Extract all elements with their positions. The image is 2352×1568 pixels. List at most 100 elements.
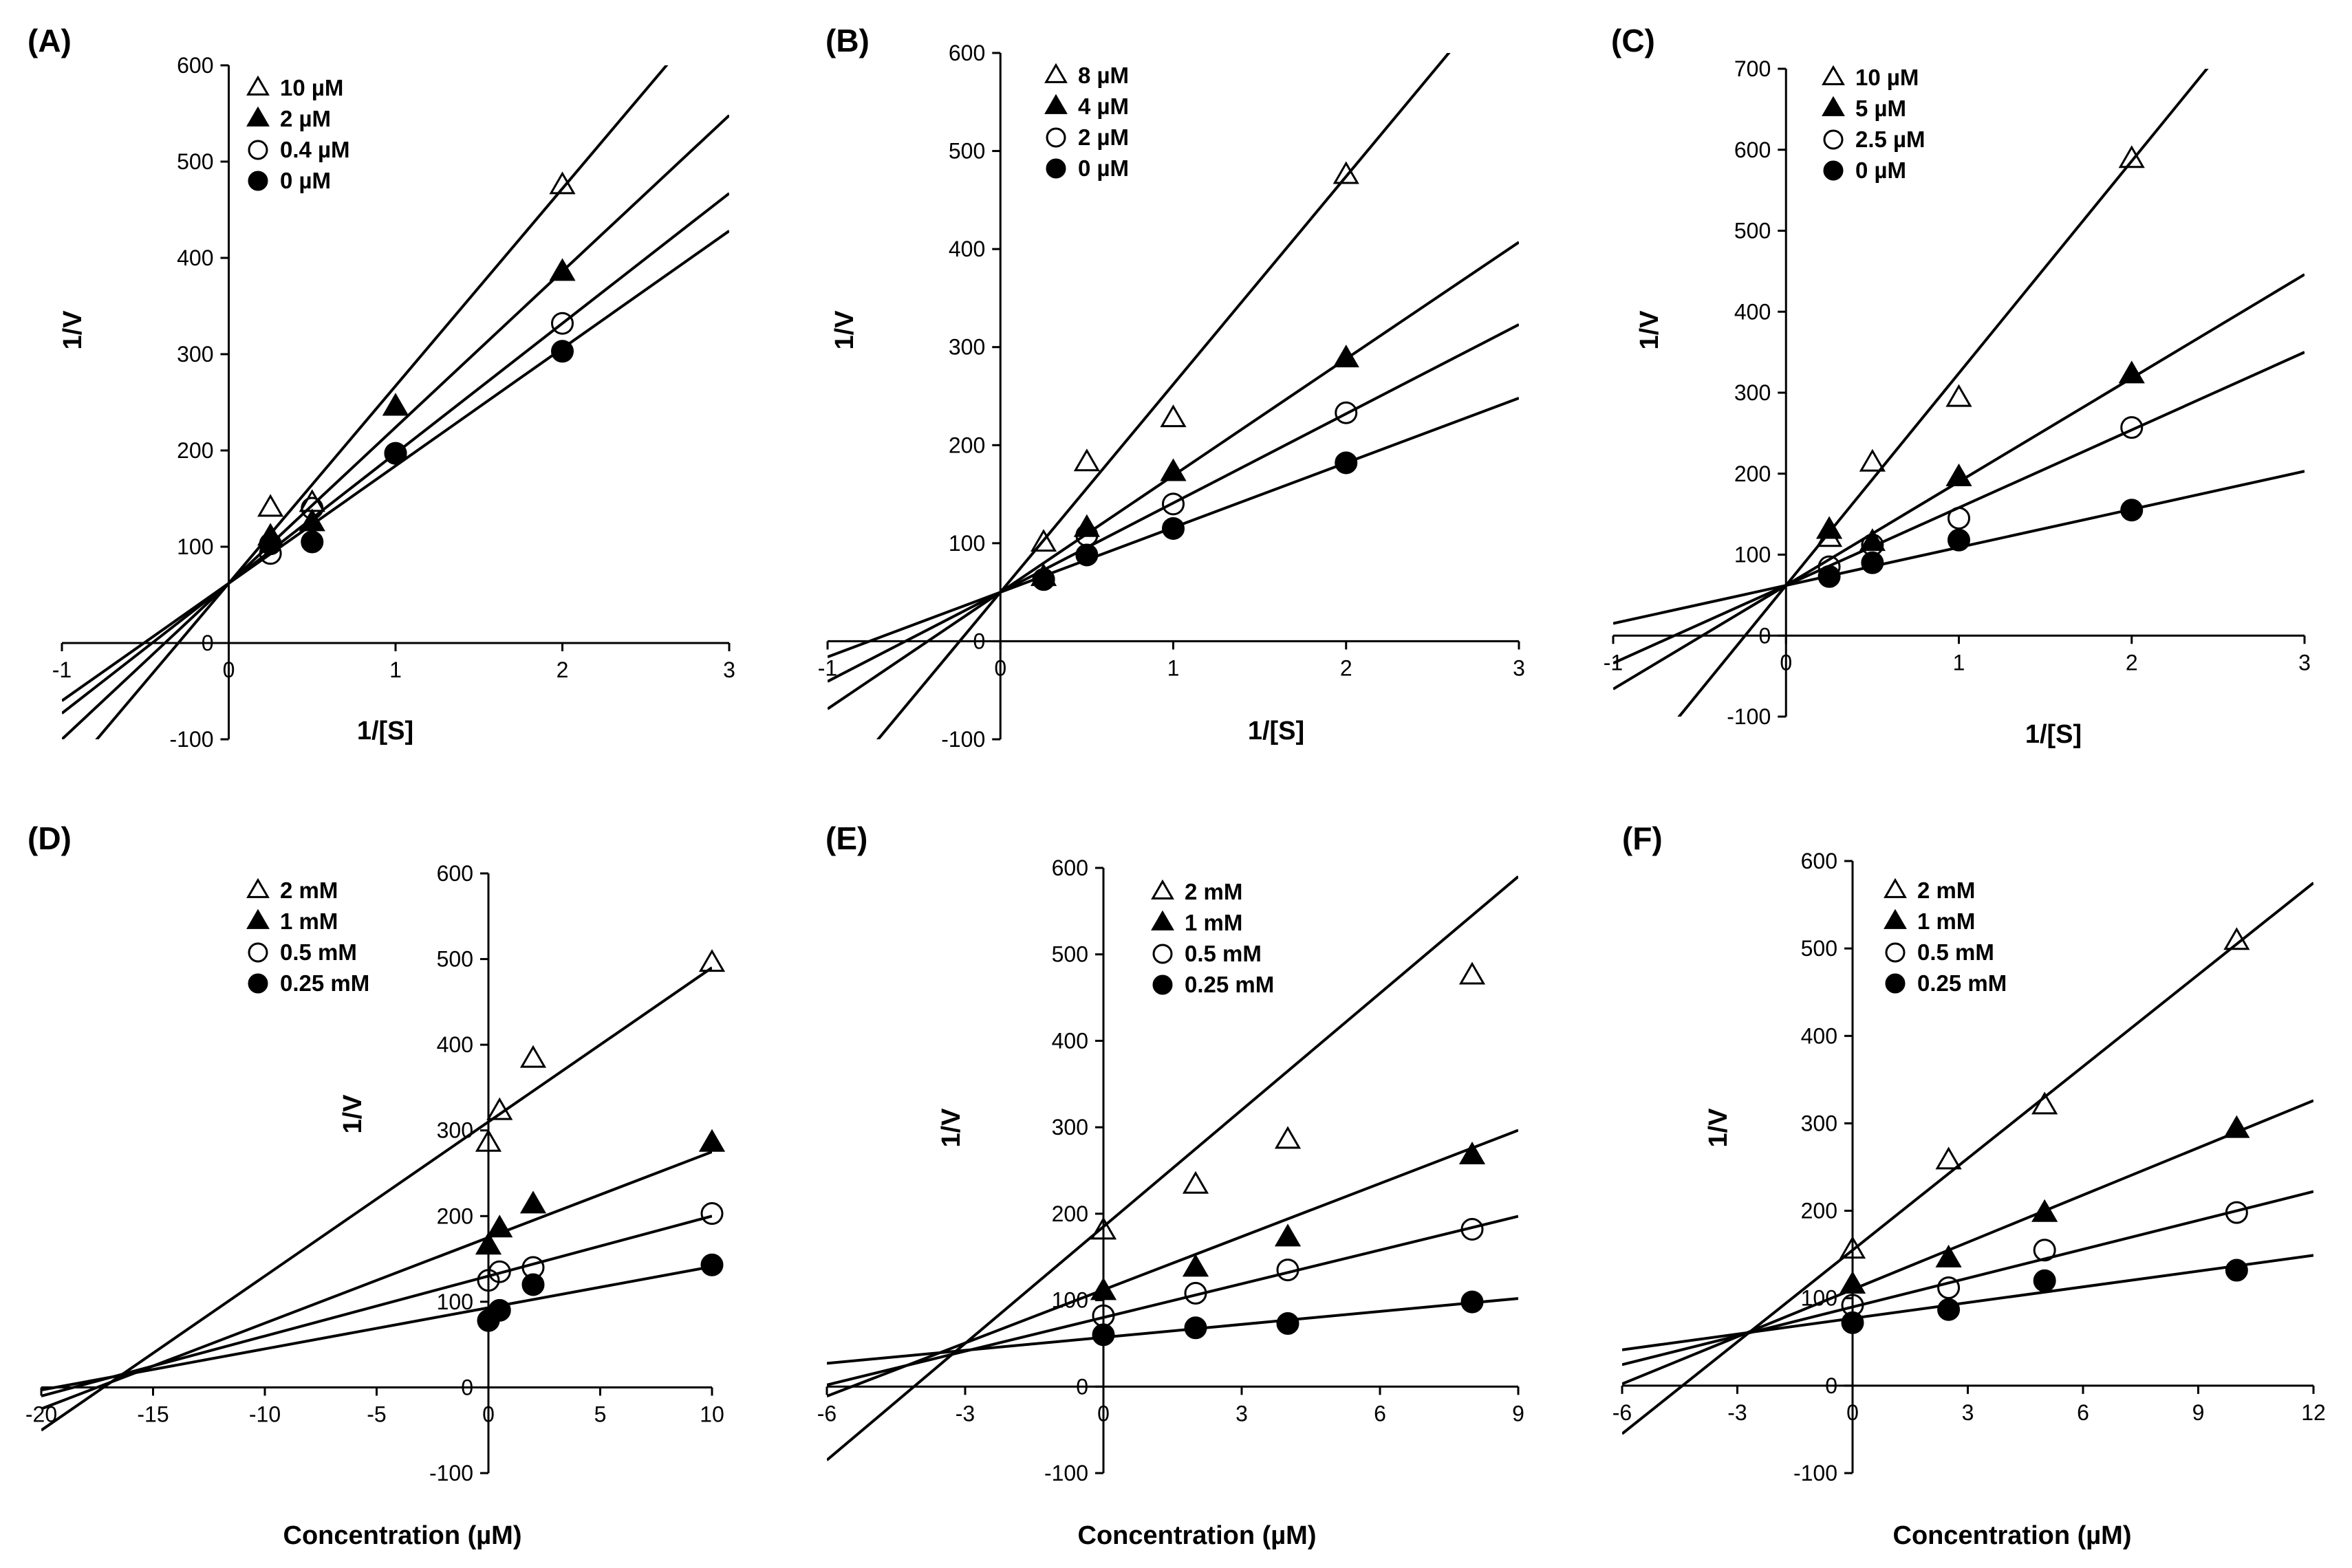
- panel-label: (D): [28, 820, 72, 856]
- data-point-0: [486, 1097, 513, 1120]
- data-point-1: [1160, 458, 1187, 481]
- y-tick-label: 0: [1076, 1374, 1088, 1399]
- y-tick-label: 400: [1801, 1023, 1837, 1048]
- data-point-0: [1090, 1217, 1117, 1240]
- panel-label: (F): [1622, 820, 1663, 856]
- data-point-3: [1032, 568, 1055, 591]
- x-tick-label: -3: [1727, 1400, 1747, 1425]
- fit-line-0: [1677, 69, 2209, 717]
- data-point-2: [1184, 1282, 1207, 1305]
- data-point-0: [1333, 161, 1359, 184]
- legend-label: 0 µM: [1078, 155, 1129, 181]
- data-point-3: [2225, 1259, 2248, 1282]
- data-point-3: [1184, 1316, 1207, 1340]
- legend-marker: [1885, 942, 1906, 963]
- legend-marker: [1885, 973, 1906, 994]
- y-tick-label: -100: [169, 727, 213, 752]
- y-tick-label: 200: [1801, 1199, 1837, 1223]
- y-axis-label: 1/V: [937, 1108, 966, 1148]
- data-point-3: [700, 1253, 724, 1276]
- data-point-1: [1090, 1277, 1117, 1300]
- panel-label: (B): [826, 23, 870, 58]
- data-point-0: [257, 494, 284, 517]
- data-point-1: [475, 1232, 502, 1255]
- legend-label: 2 mM: [280, 878, 338, 903]
- legend-label: 0.4 µM: [280, 137, 350, 162]
- data-point-3: [1335, 451, 1358, 475]
- data-point-2: [1460, 1217, 1484, 1241]
- y-axis-label: 1/V: [58, 310, 87, 350]
- y-tick-label: 300: [1734, 380, 1771, 405]
- fit-lines: [1622, 882, 2313, 1435]
- fit-line-0: [41, 966, 712, 1432]
- x-tick-label: -1: [818, 655, 837, 680]
- legend-label: 2 µM: [280, 106, 331, 131]
- data-point-3: [488, 1298, 511, 1322]
- legend-marker: [1044, 94, 1068, 114]
- data-point-1: [1945, 463, 1972, 486]
- x-tick-label: 1: [1167, 655, 1180, 680]
- data-point-1: [1333, 345, 1359, 368]
- legend-marker: [246, 908, 270, 929]
- fit-line-3: [827, 1297, 1518, 1365]
- legend-marker: [1046, 158, 1066, 179]
- legend-label: 10 µM: [1855, 65, 1919, 90]
- legend-marker: [1823, 129, 1844, 150]
- data-point-0: [1073, 448, 1100, 472]
- data-point-2: [2033, 1239, 2056, 1262]
- legend-label: 0.5 mM: [280, 939, 357, 965]
- data-point-2: [1335, 401, 1358, 424]
- y-tick-label: 500: [177, 149, 213, 174]
- y-axis-label: 1/V: [338, 1094, 367, 1134]
- data-point-1: [1274, 1223, 1302, 1247]
- y-tick-label: 600: [949, 41, 985, 65]
- y-tick-label: 200: [1734, 461, 1771, 486]
- panel-label: (C): [1611, 23, 1655, 58]
- legend-label: 0.5 mM: [1185, 941, 1262, 966]
- fit-line-0: [827, 875, 1518, 1461]
- fit-line-2: [827, 1215, 1518, 1386]
- data-point-3: [521, 1273, 545, 1296]
- y-tick-label: 0: [461, 1375, 473, 1400]
- y-tick-label: -100: [1727, 704, 1771, 729]
- fit-line-0: [876, 53, 1451, 739]
- x-tick-label: 3: [723, 657, 735, 682]
- x-tick-label: -3: [956, 1401, 975, 1426]
- data-point-0: [2031, 1091, 2058, 1115]
- legend-label: 2 mM: [1185, 879, 1242, 904]
- data-point-2: [551, 312, 574, 335]
- x-tick-label: 3: [1236, 1401, 1248, 1426]
- fit-line-1: [62, 114, 729, 739]
- fit-line-1: [827, 1129, 1518, 1397]
- legend-marker: [1044, 63, 1068, 83]
- x-tick-label: 6: [2077, 1400, 2089, 1425]
- legend-marker: [248, 171, 268, 191]
- data-point-1: [2118, 360, 2145, 384]
- y-tick-label: 600: [1052, 856, 1088, 880]
- legend-marker: [1151, 910, 1174, 930]
- y-tick-label: 700: [1734, 56, 1771, 81]
- x-tick-label: 0: [1097, 1401, 1110, 1426]
- x-axis-label: 1/[S]: [357, 717, 413, 745]
- fit-line-3: [41, 1265, 712, 1392]
- data-point-1: [1859, 528, 1886, 552]
- legend-marker: [1151, 879, 1174, 900]
- x-tick-label: 0: [223, 657, 235, 682]
- y-tick-label: 300: [1052, 1115, 1088, 1140]
- data-point-1: [1073, 514, 1100, 537]
- x-tick-label: -6: [817, 1401, 837, 1426]
- y-tick-label: 300: [949, 335, 985, 360]
- fit-lines: [1613, 69, 2305, 717]
- x-tick-label: 0: [994, 655, 1006, 680]
- legend-marker: [1152, 944, 1173, 964]
- legend: 2 mM 1 mM 0.5 mM 0.25 mM: [246, 878, 369, 996]
- x-tick-label: 10: [700, 1402, 724, 1426]
- panel-f: -6 -3 0 3 6 9 12-1000100200300400500600(F)Conc…: [1612, 820, 2326, 1550]
- data-point-3: [1075, 543, 1099, 567]
- data-point-2: [700, 1202, 724, 1226]
- legend-label: 0.5 mM: [1917, 939, 1994, 965]
- legend: 8 µM 4 µM 2 µM 0 µM: [1044, 63, 1129, 181]
- y-tick-label: 400: [949, 237, 985, 261]
- data-point-1: [1815, 516, 1843, 539]
- data-point-1: [382, 393, 409, 416]
